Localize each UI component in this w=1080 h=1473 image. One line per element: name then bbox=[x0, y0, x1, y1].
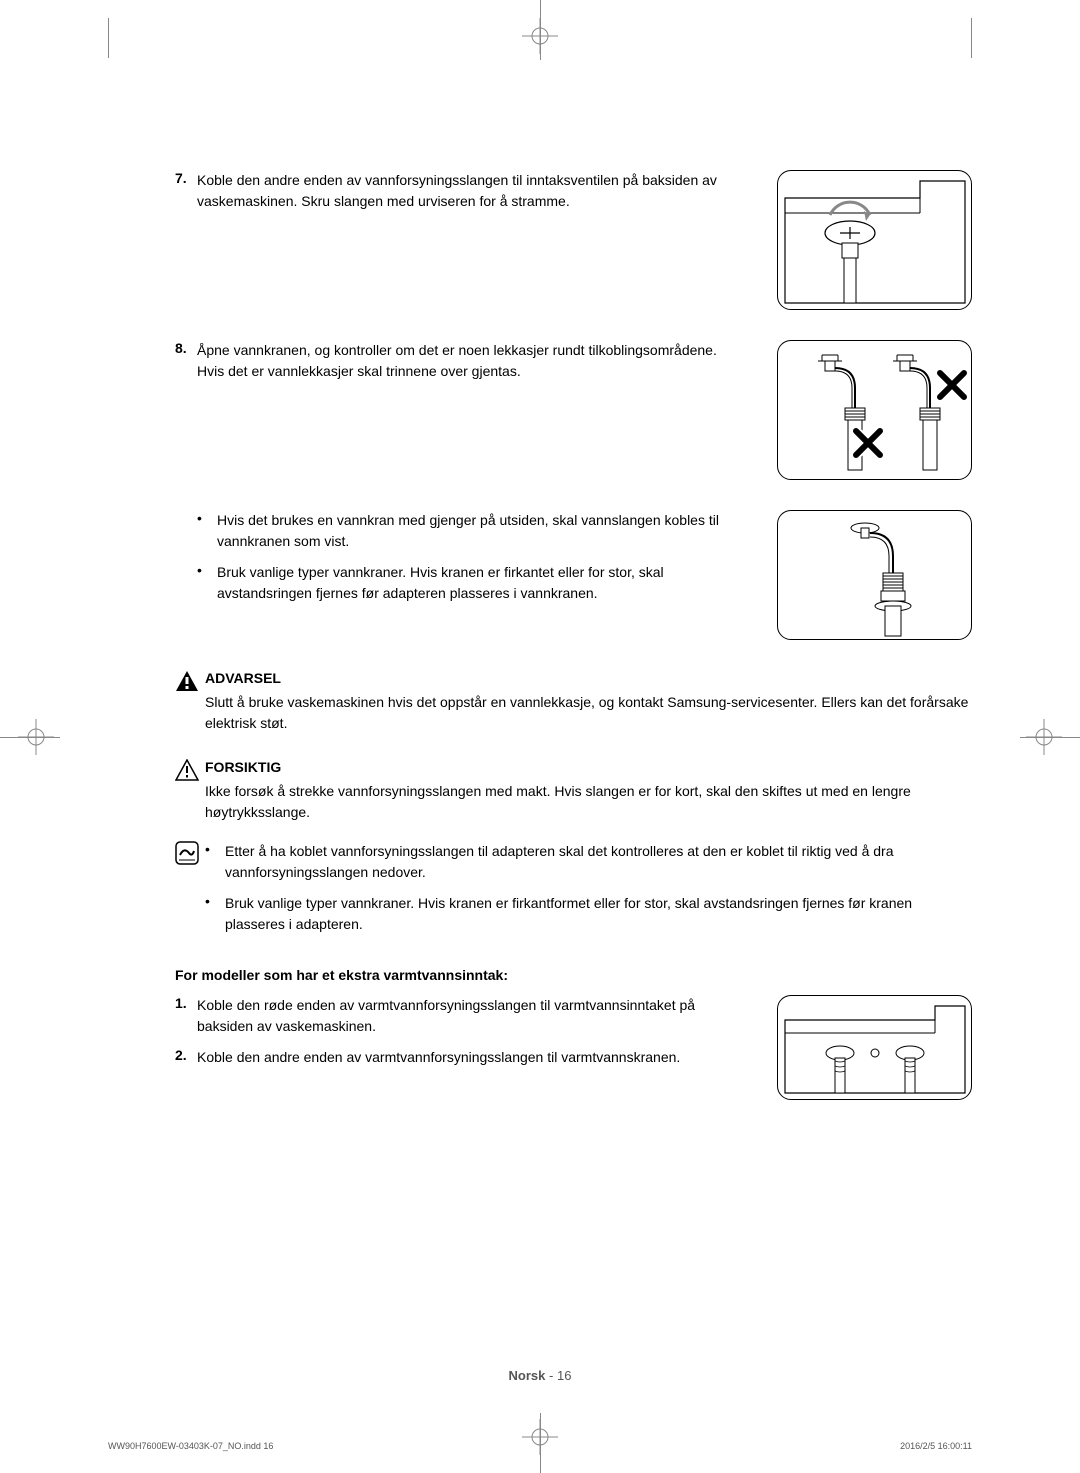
bullet-text-1: Bruk vanlige typer vannkraner. Hvis kran… bbox=[217, 562, 747, 604]
step-8-text: Åpne vannkranen, og kontroller om det er… bbox=[197, 340, 747, 382]
hot-step-1-num: 1. bbox=[175, 995, 197, 1011]
caution-title: FORSIKTIG bbox=[205, 759, 972, 775]
note-bullet-text-0: Etter å ha koblet vannforsyningsslangen … bbox=[225, 841, 972, 883]
page-footer: Norsk - 16 bbox=[0, 1368, 1080, 1383]
hot-step-2-num: 2. bbox=[175, 1047, 197, 1063]
bullet-icon: • bbox=[197, 510, 217, 526]
footer-lang: Norsk bbox=[509, 1368, 546, 1383]
hot-step-1-text: Koble den røde enden av varmtvannforsyni… bbox=[197, 995, 747, 1037]
warning-icon bbox=[175, 670, 205, 695]
note-bullet-0: • Etter å ha koblet vannforsyningsslange… bbox=[205, 841, 972, 883]
caution-icon bbox=[175, 759, 205, 784]
caution-block: FORSIKTIG Ikke forsøk å strekke vannfors… bbox=[175, 759, 972, 823]
hot-water-steps-row: 1. Koble den røde enden av varmtvannfors… bbox=[175, 995, 972, 1100]
bullet-icon: • bbox=[205, 841, 225, 857]
footer-page-num: - 16 bbox=[549, 1368, 571, 1383]
diagram-leak-check bbox=[777, 340, 972, 480]
page-content: 7. Koble den andre enden av vannforsynin… bbox=[0, 0, 1080, 1190]
warning-text: Slutt å bruke vaskemaskinen hvis det opp… bbox=[205, 692, 972, 734]
note-icon bbox=[175, 841, 205, 868]
diagram-hot-water-inlet bbox=[777, 995, 972, 1100]
step-8-num: 8. bbox=[175, 340, 197, 356]
diagram-inlet-valve bbox=[777, 170, 972, 310]
step-8-row: 8. Åpne vannkranen, og kontroller om det… bbox=[175, 340, 972, 480]
bullet-text-0: Hvis det brukes en vannkran med gjenger … bbox=[217, 510, 747, 552]
note-bullet-text-1: Bruk vanlige typer vannkraner. Hvis kran… bbox=[225, 893, 972, 935]
step-7-row: 7. Koble den andre enden av vannforsynin… bbox=[175, 170, 972, 310]
warning-title: ADVARSEL bbox=[205, 670, 972, 686]
caution-text: Ikke forsøk å strekke vannforsyningsslan… bbox=[205, 781, 972, 823]
hot-water-heading: For modeller som har et ekstra varmtvann… bbox=[175, 967, 972, 983]
bullet-regular-tap: • Bruk vanlige typer vannkraner. Hvis kr… bbox=[197, 562, 747, 604]
step-7-num: 7. bbox=[175, 170, 197, 186]
footer-timestamp: 2016/2/5 16:00:11 bbox=[900, 1441, 972, 1451]
warning-block: ADVARSEL Slutt å bruke vaskemaskinen hvi… bbox=[175, 670, 972, 734]
step-7-text: Koble den andre enden av vannforsyningss… bbox=[197, 170, 747, 212]
note-bullet-1: • Bruk vanlige typer vannkraner. Hvis kr… bbox=[205, 893, 972, 935]
note-body: • Etter å ha koblet vannforsyningsslange… bbox=[205, 841, 972, 945]
bullet-threaded: • Hvis det brukes en vannkran med gjenge… bbox=[197, 510, 747, 552]
diagram-threaded-tap bbox=[777, 510, 972, 640]
threaded-tap-row: • Hvis det brukes en vannkran med gjenge… bbox=[175, 510, 972, 640]
footer-file: WW90H7600EW-03403K-07_NO.indd 16 bbox=[108, 1441, 273, 1451]
hot-step-2-text: Koble den andre enden av varmtvannforsyn… bbox=[197, 1047, 747, 1068]
note-block: • Etter å ha koblet vannforsyningsslange… bbox=[175, 841, 972, 945]
bullet-icon: • bbox=[197, 562, 217, 578]
bullet-icon: • bbox=[205, 893, 225, 909]
